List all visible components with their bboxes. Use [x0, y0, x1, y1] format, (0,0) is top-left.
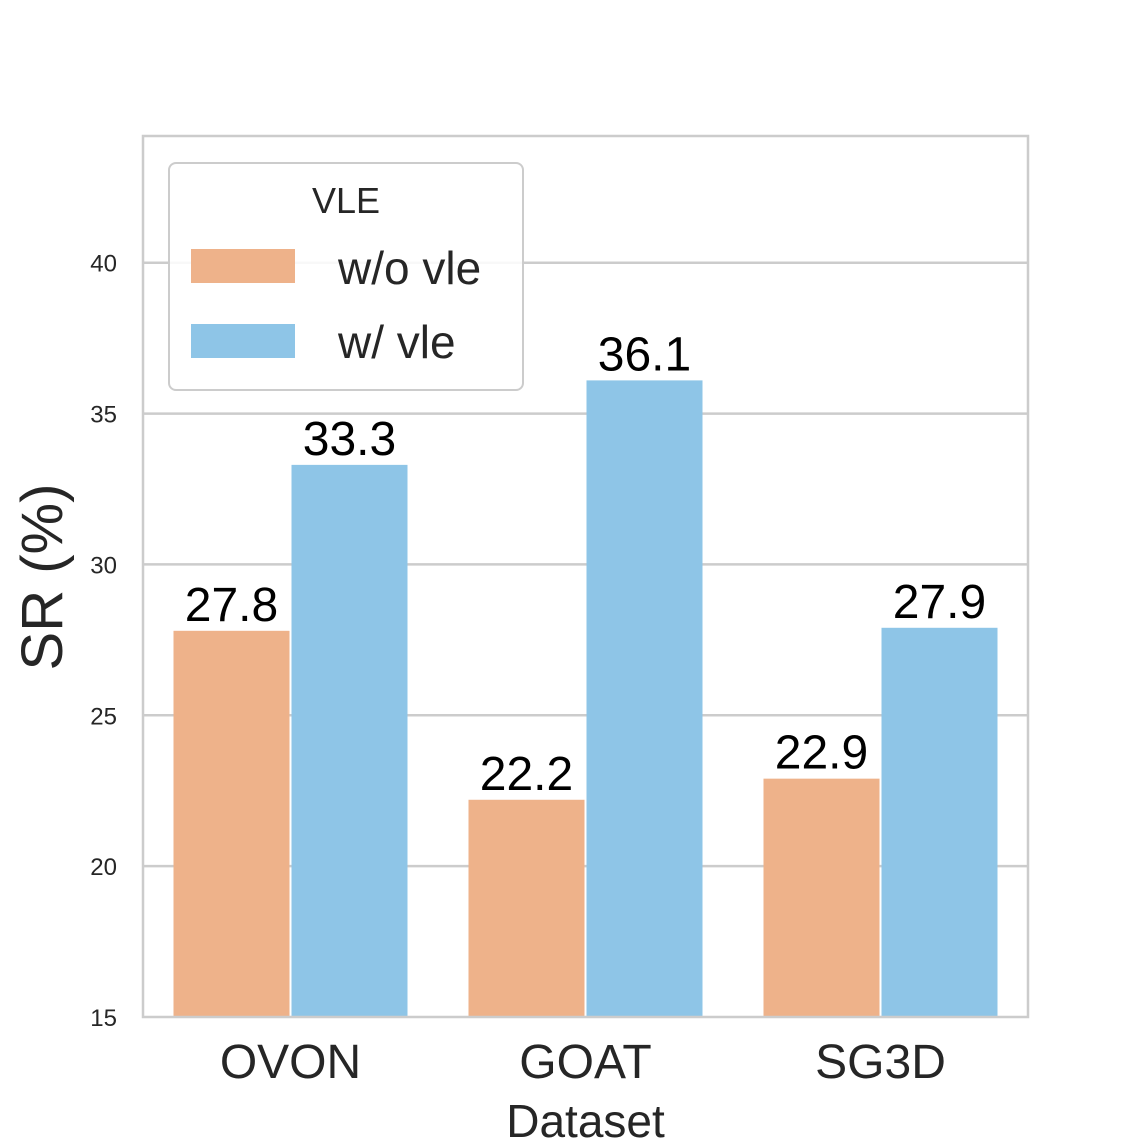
y-axis-title: SR (%) — [10, 484, 75, 671]
y-tick-label-20: 20 — [90, 854, 117, 881]
x-tick-label-goat: GOAT — [519, 1036, 651, 1089]
plot-frame — [141, 134, 1030, 1019]
legend-title: VLE — [312, 180, 380, 221]
x-tick-label-ovon: OVON — [220, 1036, 361, 1089]
bar-value-label-goat-w-vle: 36.1 — [598, 328, 691, 381]
bars — [173, 380, 998, 1018]
y-tick-label-15: 15 — [90, 1005, 117, 1032]
y-tick-label-40: 40 — [90, 251, 117, 278]
y-tick-label-30: 30 — [90, 552, 117, 579]
bar-value-label-sg3d-w-vle: 27.9 — [893, 576, 986, 629]
bar-sg3d-w-o-vle — [763, 778, 880, 1017]
bar-ovon-w-vle — [291, 464, 408, 1017]
x-axis-title: Dataset — [506, 1095, 665, 1142]
legend: VLE w/o vle w/ vle — [168, 162, 524, 391]
legend-swatch-with-vle — [191, 324, 295, 358]
y-tick-label-35: 35 — [90, 402, 117, 429]
bar-value-label-sg3d-w-o-vle: 22.9 — [775, 727, 868, 780]
legend-label-with-vle: w/ vle — [337, 316, 456, 368]
x-tick-label-sg3d: SG3D — [815, 1036, 946, 1089]
gridlines — [143, 261, 1028, 868]
legend-label-without-vle: w/o vle — [337, 242, 481, 294]
bar-goat-w-vle — [586, 380, 703, 1018]
legend-swatch-without-vle — [191, 249, 295, 283]
bar-value-label-ovon-w-o-vle: 27.8 — [185, 579, 278, 632]
bar-sg3d-w-vle — [881, 627, 998, 1017]
bar-value-label-goat-w-o-vle: 22.2 — [480, 748, 573, 801]
y-tick-labels: 15 20 25 30 35 40 — [90, 251, 117, 1032]
x-tick-labels: OVON GOAT SG3D — [220, 1036, 946, 1089]
y-tick-label-25: 25 — [90, 703, 117, 730]
bar-value-label-ovon-w-vle: 33.3 — [303, 413, 396, 466]
bar-goat-w-o-vle — [468, 799, 585, 1017]
bar-ovon-w-o-vle — [173, 630, 290, 1017]
bar-value-labels: 27.8 33.3 22.2 36.1 22.9 27.9 — [185, 328, 986, 800]
